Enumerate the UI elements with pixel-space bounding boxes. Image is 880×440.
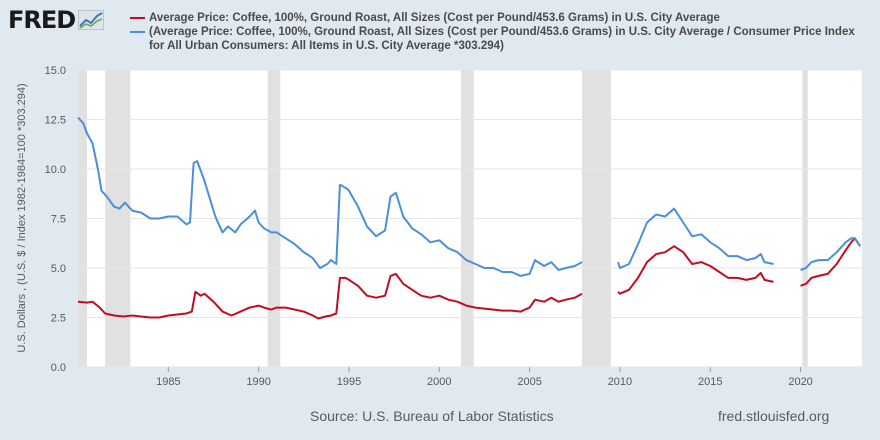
legend-item-real[interactable]: (Average Price: Coffee, 100%, Ground Roa…	[130, 25, 870, 53]
y-tick-label: 7.5	[51, 214, 66, 226]
chart-trend-icon	[78, 10, 105, 30]
y-axis-label: U.S. Dollars , (U.S. $ / Index 1982-1984…	[16, 83, 28, 352]
legend-label-real: (Average Price: Coffee, 100%, Ground Roa…	[149, 26, 855, 52]
logo-text: FRED	[8, 6, 76, 34]
y-tick-label: 10.0	[45, 164, 66, 176]
legend-swatch-blue	[130, 31, 145, 33]
x-tick-label: 2000	[427, 376, 451, 388]
grid-lines	[78, 69, 862, 368]
x-tick-label: 2010	[608, 376, 632, 388]
series-0-segment-0	[77, 272, 583, 320]
legend-swatch-red	[130, 17, 145, 19]
series-1-segment-1	[617, 207, 774, 269]
x-tick-label: 2015	[698, 376, 722, 388]
x-tick-label: 1990	[246, 376, 270, 388]
y-tick-labels: 0.0 2.5 5.0 7.5 10.0 12.5 15.0	[45, 65, 66, 374]
x-tick-label: 1985	[156, 376, 180, 388]
series-0-segment-1	[617, 245, 774, 295]
y-tick-label: 5.0	[51, 263, 66, 275]
x-tick-label: 2005	[517, 376, 541, 388]
fred-logo[interactable]: FRED	[8, 6, 105, 34]
y-tick-label: 12.5	[45, 115, 66, 127]
y-tick-label: 2.5	[51, 313, 66, 325]
site-link[interactable]: fred.stlouisfed.org	[718, 408, 830, 424]
series-1-segment-0	[77, 116, 583, 277]
source-note: Source: U.S. Bureau of Labor Statistics	[310, 408, 554, 424]
y-tick-label: 0.0	[51, 362, 66, 374]
legend-label-nominal: Average Price: Coffee, 100%, Ground Roas…	[149, 12, 720, 24]
x-tick-labels: 1985 1990 1995 2000 2005 2010 2015 2020	[156, 367, 813, 388]
series-1-segment-2	[800, 237, 862, 271]
legend-item-nominal[interactable]: Average Price: Coffee, 100%, Ground Roas…	[130, 11, 870, 25]
series-0-segment-2	[800, 237, 862, 287]
chart-legend: Average Price: Coffee, 100%, Ground Roas…	[130, 11, 870, 53]
x-tick-label: 1995	[337, 376, 361, 388]
x-tick-label: 2020	[788, 376, 812, 388]
series-lines	[77, 116, 862, 320]
y-tick-label: 15.0	[45, 65, 66, 77]
